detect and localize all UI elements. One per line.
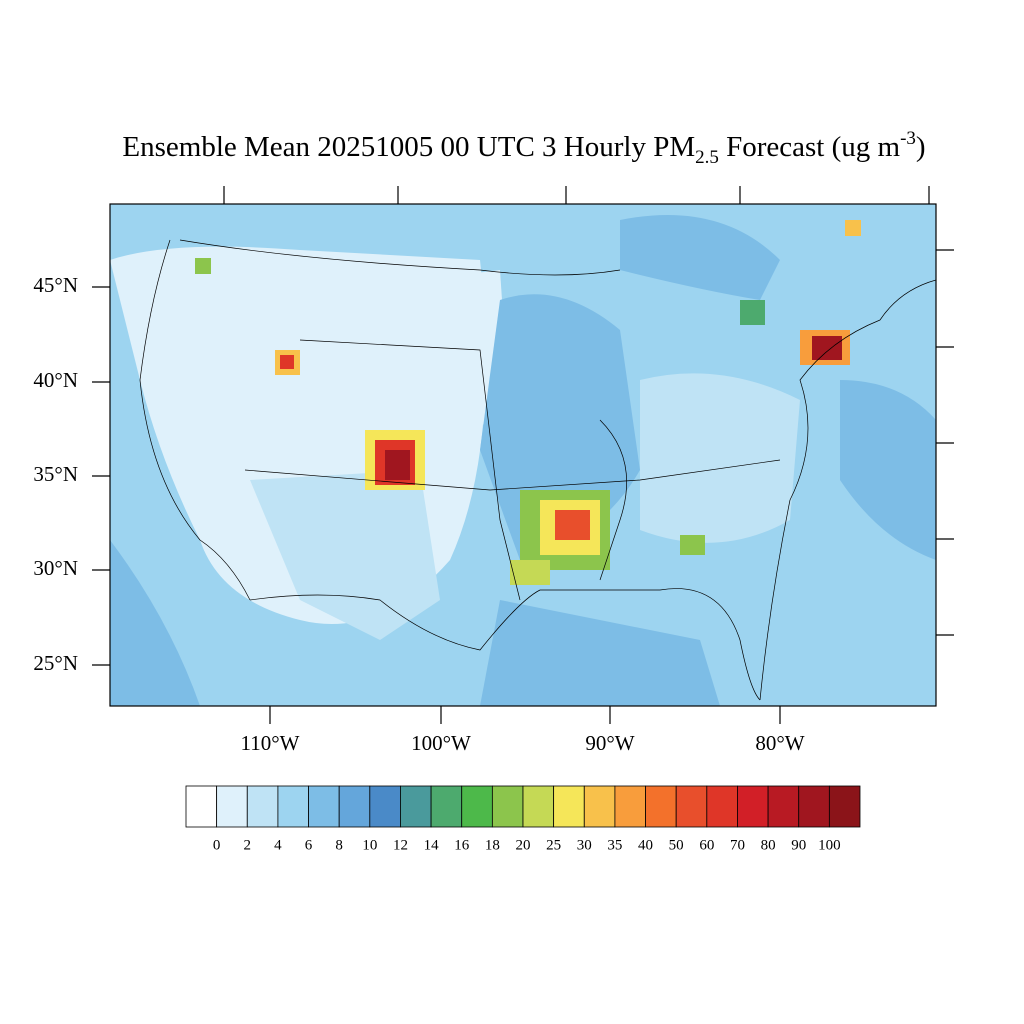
colorbar-label: 12 xyxy=(393,837,408,853)
title-end: ) xyxy=(916,131,926,163)
title-subscript: 2.5 xyxy=(695,147,719,168)
colorbar-label: 0 xyxy=(213,837,221,853)
colorbar-box xyxy=(338,785,371,828)
frame-ticks xyxy=(92,186,954,724)
colorbar-box xyxy=(461,785,493,828)
colorbar-box xyxy=(614,785,646,828)
colorbar-box xyxy=(491,785,524,828)
colorbar-label: 80 xyxy=(761,837,776,853)
colorbar-label: 16 xyxy=(454,837,470,853)
colorbar-label: 30 xyxy=(577,837,592,853)
colorbar-label: 35 xyxy=(607,837,622,853)
lat-label: 35°N xyxy=(33,462,78,486)
title: Ensemble Mean 20251005 00 UTC 3 Hourly P… xyxy=(122,128,925,168)
colorbar-label: 8 xyxy=(335,837,343,853)
colorbar-label: 90 xyxy=(791,837,806,853)
colorbar-box xyxy=(308,785,340,828)
colorbar-box xyxy=(767,785,800,828)
colorbar-label: 10 xyxy=(362,837,377,853)
colorbar-label: 60 xyxy=(699,837,714,853)
colorbar-box xyxy=(246,785,279,828)
colorbar-box xyxy=(553,785,585,828)
colorbar-label: 6 xyxy=(305,837,313,853)
colorbar-box xyxy=(185,785,218,828)
map-field xyxy=(110,204,936,706)
lon-label: 100°W xyxy=(411,731,471,755)
title-main: Ensemble Mean 20251005 00 UTC 3 Hourly P… xyxy=(122,131,695,163)
colorbar-box xyxy=(675,785,708,828)
lon-label: 90°W xyxy=(585,731,634,755)
colorbar-label: 50 xyxy=(669,837,684,853)
colorbar-box xyxy=(430,785,463,828)
title-superscript: -3 xyxy=(900,128,916,149)
lon-label: 110°W xyxy=(241,731,300,755)
colorbar-box xyxy=(369,785,401,828)
colorbar-box xyxy=(583,785,616,828)
lat-label: 30°N xyxy=(33,556,78,580)
title-middle: Forecast (ug m xyxy=(719,131,901,163)
lat-label: 25°N xyxy=(33,651,78,675)
colorbar-box xyxy=(706,785,738,828)
colorbar-label: 18 xyxy=(485,837,500,853)
colorbar-label: 40 xyxy=(638,837,653,853)
colorbar-label: 70 xyxy=(730,837,745,853)
colorbar-label: 100 xyxy=(818,837,841,853)
colorbar-label: 20 xyxy=(516,837,531,853)
colorbar-box xyxy=(216,785,248,828)
colorbar-label: 25 xyxy=(546,837,561,853)
colorbar-label: 14 xyxy=(424,837,440,853)
colorbar-box xyxy=(400,785,432,828)
colorbar-label: 4 xyxy=(274,837,282,853)
map-frame xyxy=(109,203,937,707)
colorbar-box xyxy=(277,785,309,828)
lat-label: 40°N xyxy=(33,368,78,392)
colorbar-box xyxy=(798,785,830,828)
colorbar-box xyxy=(522,785,555,828)
colorbar-box xyxy=(737,785,769,828)
colorbar-box xyxy=(828,785,861,828)
lon-label: 80°W xyxy=(755,731,804,755)
lat-label: 45°N xyxy=(33,273,78,297)
colorbar-box xyxy=(645,785,677,828)
colorbar-label: 2 xyxy=(244,837,252,853)
